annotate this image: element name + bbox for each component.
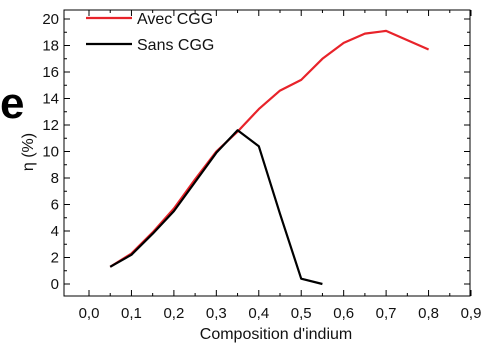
- x-tick-label: 0,2: [163, 305, 184, 322]
- axis-ticks: 0,0 0,1 0,2 0,3 0,4 0,5 0,6 0,7 0,8 0,9 0 2 4 6 8 10 12 1…: [42, 10, 481, 322]
- y-tick-label: 10: [42, 144, 59, 161]
- x-tick-label: 0,3: [206, 305, 227, 322]
- y-tick-label: 2: [51, 250, 59, 267]
- y-tick-label: 20: [42, 11, 59, 28]
- x-tick-label: 0,0: [79, 305, 100, 322]
- legend: Avec CGG Sans CGG: [86, 11, 214, 54]
- x-tick-label: 0,1: [121, 305, 142, 322]
- plot-border: [63, 9, 471, 297]
- y-tick-label: 12: [42, 117, 59, 134]
- x-tick-label: 0,5: [291, 305, 312, 322]
- legend-label-sans-cgg: Sans CGG: [137, 37, 214, 54]
- x-tick-label: 0,7: [376, 305, 397, 322]
- x-tick-label: 0,4: [248, 305, 269, 322]
- x-tick-label: 0,9: [461, 305, 482, 322]
- series-line-sans-cgg: [109, 129, 323, 286]
- y-tick-label: 6: [51, 197, 59, 214]
- x-tick-label: 0,6: [333, 305, 354, 322]
- y-tick-label: 14: [42, 91, 59, 108]
- y-tick-label: 18: [42, 38, 59, 55]
- x-tick-label: 0,8: [418, 305, 439, 322]
- series-line-avec-cgg: [109, 29, 430, 268]
- y-tick-label: 4: [51, 223, 59, 240]
- y-axis-title: η (%): [20, 133, 37, 171]
- x-axis-title: Composition d'indium: [200, 326, 352, 343]
- legend-label-avec-cgg: Avec CGG: [137, 11, 213, 28]
- series-layer: [109, 29, 430, 286]
- y-tick-label: 0: [51, 276, 59, 293]
- plot-frame: [63, 9, 471, 297]
- y-tick-label: 16: [42, 64, 59, 81]
- panel-letter: e: [0, 79, 24, 128]
- y-tick-label: 8: [51, 170, 59, 187]
